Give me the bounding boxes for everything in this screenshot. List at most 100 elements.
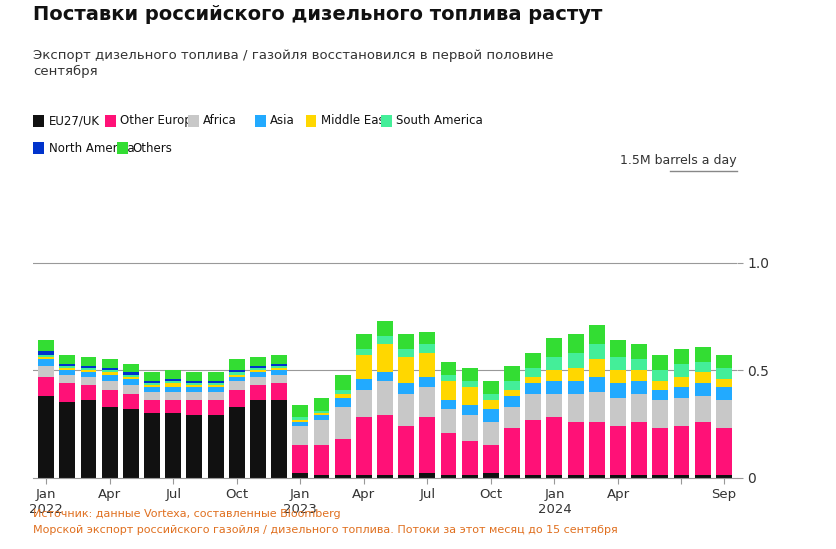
Bar (694, 383, 710, 396)
Bar (292, 422, 308, 426)
Bar (630, 360, 646, 370)
Bar (102, 390, 118, 407)
Bar (567, 334, 583, 353)
Bar (123, 394, 139, 409)
Bar (461, 475, 477, 478)
Bar (651, 400, 667, 428)
Bar (80, 368, 96, 370)
Text: Africa: Africa (203, 114, 237, 127)
Bar (207, 381, 223, 383)
Bar (292, 445, 308, 473)
Bar (609, 357, 625, 370)
Bar (80, 366, 96, 368)
Text: Поставки российского дизельного топлива растут: Поставки российского дизельного топлива … (33, 5, 602, 25)
Bar (59, 366, 75, 368)
Bar (144, 381, 160, 383)
Bar (546, 381, 562, 394)
Bar (589, 360, 604, 377)
Bar (102, 381, 118, 390)
Bar (715, 355, 731, 368)
Bar (250, 377, 266, 385)
Text: EU27/UK: EU27/UK (48, 114, 99, 127)
Bar (59, 368, 75, 370)
Bar (102, 374, 118, 381)
Bar (567, 394, 583, 422)
Bar (503, 390, 519, 396)
Bar (589, 422, 604, 475)
Bar (80, 400, 96, 478)
Bar (440, 400, 456, 409)
Bar (482, 473, 498, 478)
Bar (250, 400, 266, 478)
Bar (292, 417, 308, 419)
Bar (166, 413, 181, 478)
Bar (715, 475, 731, 478)
Bar (80, 377, 96, 385)
Bar (80, 372, 96, 377)
Bar (334, 407, 350, 439)
Bar (567, 381, 583, 394)
Bar (377, 372, 392, 381)
Bar (123, 364, 139, 372)
Bar (80, 370, 96, 372)
Bar (503, 366, 519, 381)
Bar (334, 439, 350, 475)
Bar (186, 416, 202, 478)
Bar (673, 364, 689, 377)
Bar (207, 383, 223, 385)
Bar (102, 368, 118, 370)
Bar (271, 368, 287, 370)
Bar (503, 428, 519, 475)
Bar (207, 416, 223, 478)
Bar (166, 381, 181, 383)
Bar (546, 357, 562, 370)
Bar (102, 370, 118, 372)
Bar (398, 349, 414, 357)
Bar (715, 368, 731, 379)
Bar (228, 374, 244, 377)
Bar (228, 407, 244, 478)
Bar (567, 353, 583, 368)
Bar (525, 394, 541, 419)
Bar (228, 370, 244, 372)
Bar (525, 419, 541, 475)
Bar (292, 419, 308, 422)
Bar (144, 413, 160, 478)
Bar (123, 377, 139, 379)
Bar (419, 473, 435, 478)
Bar (292, 473, 308, 478)
Bar (271, 400, 287, 478)
Bar (440, 381, 456, 400)
Bar (377, 381, 392, 416)
Bar (398, 334, 414, 349)
Bar (355, 475, 371, 478)
Bar (228, 390, 244, 407)
Bar (102, 360, 118, 368)
Text: 1.5M barrels a day: 1.5M barrels a day (619, 154, 736, 167)
Bar (651, 390, 667, 400)
Bar (461, 368, 477, 381)
Bar (546, 338, 562, 357)
Text: South America: South America (395, 114, 482, 127)
Bar (398, 475, 414, 478)
Bar (314, 475, 329, 478)
Bar (207, 400, 223, 416)
Bar (461, 388, 477, 405)
Bar (673, 388, 689, 398)
Bar (440, 433, 456, 475)
Bar (250, 372, 266, 377)
Bar (546, 417, 562, 475)
Text: North America: North America (48, 142, 134, 155)
Bar (166, 388, 181, 391)
Text: Other Europe: Other Europe (120, 114, 198, 127)
Bar (59, 364, 75, 366)
Bar (38, 366, 54, 377)
Bar (228, 377, 244, 381)
Bar (525, 377, 541, 383)
Bar (186, 383, 202, 385)
Bar (461, 405, 477, 416)
Bar (355, 379, 371, 390)
Bar (355, 349, 371, 355)
Bar (38, 351, 54, 355)
Bar (186, 372, 202, 381)
